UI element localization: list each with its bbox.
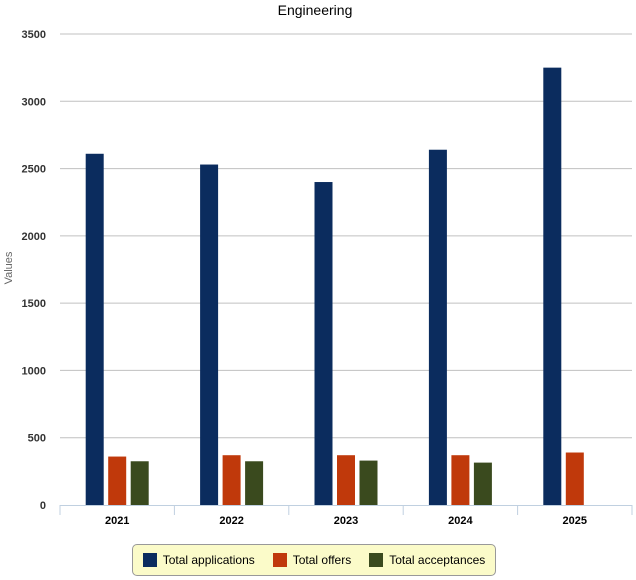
bar[interactable] <box>359 460 378 505</box>
legend-label: Total acceptances <box>389 553 486 567</box>
x-tick-label: 2022 <box>219 515 243 527</box>
bar[interactable] <box>85 153 104 506</box>
bar[interactable] <box>314 182 333 505</box>
bar[interactable] <box>473 462 492 505</box>
legend-item[interactable]: Total acceptances <box>369 553 485 567</box>
bar[interactable] <box>565 452 584 505</box>
bar[interactable] <box>543 67 562 506</box>
x-axis: 2021 2022 2023 2024 2025 <box>59 505 633 527</box>
y-tick-label: 1000 <box>22 365 46 377</box>
y-tick-label: 3500 <box>22 29 46 41</box>
bars <box>85 67 584 506</box>
bar[interactable] <box>222 455 241 505</box>
bar[interactable] <box>130 461 149 505</box>
legend-label: Total applications <box>162 553 255 567</box>
y-tick-label: 2500 <box>22 164 46 176</box>
grid-lines <box>60 33 632 439</box>
legend-label: Total offers <box>292 553 352 567</box>
chart-title: Engineering <box>278 2 353 18</box>
y-axis: 0 500 1000 1500 2000 2500 3000 3500 <box>22 29 46 512</box>
y-tick-label: 500 <box>28 433 46 445</box>
legend-swatch <box>272 553 287 567</box>
legend-swatch <box>369 553 384 567</box>
bar[interactable] <box>428 149 447 505</box>
x-tick-label: 2025 <box>563 515 587 527</box>
x-tick-label: 2021 <box>105 515 129 527</box>
y-tick-label: 3000 <box>22 96 46 108</box>
legend-item[interactable]: Total offers <box>272 553 352 567</box>
y-tick-label: 0 <box>40 500 46 512</box>
bar[interactable] <box>245 461 264 505</box>
bar[interactable] <box>451 455 470 505</box>
legend-swatch <box>142 553 157 567</box>
y-tick-label: 1500 <box>22 298 46 310</box>
bar[interactable] <box>200 164 219 505</box>
x-tick-label: 2024 <box>448 515 473 527</box>
y-axis-title: Values <box>3 251 15 284</box>
y-tick-label: 2000 <box>22 231 46 243</box>
legend: Total applications Total offers Total acce… <box>132 544 496 576</box>
bar[interactable] <box>337 455 355 505</box>
x-tick-label: 2023 <box>334 515 358 527</box>
legend-item[interactable]: Total applications <box>142 553 255 567</box>
bar[interactable] <box>108 456 127 505</box>
